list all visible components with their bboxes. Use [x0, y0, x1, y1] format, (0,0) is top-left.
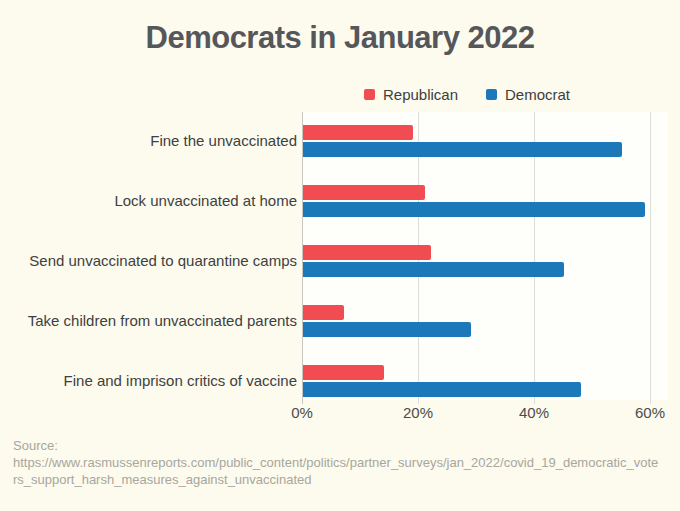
- category-label: Take children from unvaccinated parents: [0, 305, 297, 337]
- category-label: Send unvaccinated to quarantine camps: [0, 245, 297, 277]
- bar-republican[interactable]: [303, 125, 413, 140]
- source-note: Source: https://www.rasmussenreports.com…: [13, 437, 661, 488]
- bar-group: [303, 125, 622, 157]
- chart-title: Democrats in January 2022: [0, 20, 680, 56]
- source-url: https://www.rasmussenreports.com/public_…: [13, 454, 661, 488]
- bar-republican[interactable]: [303, 365, 384, 380]
- bar-democrat[interactable]: [303, 262, 564, 277]
- republican-swatch-icon: [364, 89, 375, 100]
- legend-label-republican: Republican: [383, 86, 458, 103]
- x-tick-label: 60%: [615, 404, 680, 421]
- bar-republican[interactable]: [303, 305, 344, 320]
- legend-label-democrat: Democrat: [505, 86, 570, 103]
- chart-legend: Republican Democrat: [302, 85, 632, 103]
- gridline-60: [650, 112, 651, 404]
- chart-page: Democrats in January 2022 Republican Dem…: [0, 0, 680, 511]
- bar-democrat[interactable]: [303, 382, 581, 397]
- bar-democrat[interactable]: [303, 202, 645, 217]
- category-label: Fine and imprison critics of vaccine: [0, 365, 297, 397]
- bar-group: [303, 245, 564, 277]
- democrat-swatch-icon: [486, 89, 497, 100]
- x-tick-label: 20%: [383, 404, 453, 421]
- bar-group: [303, 305, 471, 337]
- category-label: Lock unvaccinated at home: [0, 185, 297, 217]
- x-tick-label: 40%: [499, 404, 569, 421]
- legend-item-republican[interactable]: Republican: [364, 86, 458, 103]
- legend-item-democrat[interactable]: Democrat: [486, 86, 570, 103]
- bar-group: [303, 185, 645, 217]
- bar-republican[interactable]: [303, 245, 431, 260]
- bar-democrat[interactable]: [303, 322, 471, 337]
- x-tick-label: 0%: [267, 404, 337, 421]
- bar-democrat[interactable]: [303, 142, 622, 157]
- category-label: Fine the unvaccinated: [0, 125, 297, 157]
- bar-group: [303, 365, 581, 397]
- source-label: Source:: [13, 437, 661, 454]
- bar-republican[interactable]: [303, 185, 425, 200]
